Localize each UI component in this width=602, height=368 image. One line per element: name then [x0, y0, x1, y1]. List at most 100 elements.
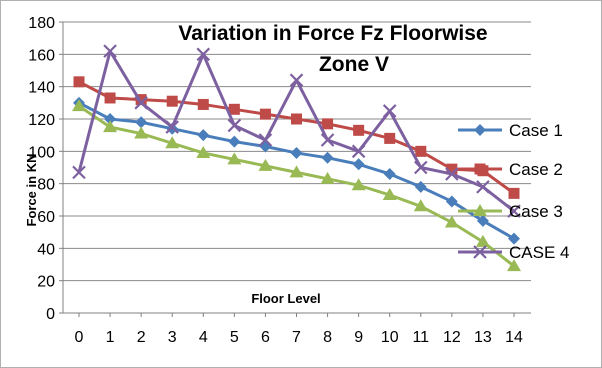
y-tick-label: 180 — [28, 15, 55, 32]
data-point — [289, 73, 304, 87]
data-point — [445, 195, 458, 208]
data-point — [445, 167, 459, 181]
data-point — [104, 113, 117, 125]
legend-item: Case 2 — [458, 160, 563, 179]
y-tick-label: 40 — [37, 241, 55, 258]
x-tick-label: 13 — [474, 329, 492, 346]
data-point — [446, 163, 458, 175]
data-point — [353, 124, 365, 136]
y-tick-label: 140 — [28, 80, 55, 97]
data-point — [134, 126, 149, 139]
data-point — [413, 199, 428, 212]
data-point — [382, 187, 397, 200]
data-point — [72, 165, 86, 180]
data-point — [134, 96, 148, 110]
data-point — [414, 180, 427, 193]
x-tick-label: 10 — [381, 329, 399, 346]
data-point — [507, 204, 521, 218]
data-point — [475, 234, 490, 247]
x-axis-title: Floor Level — [251, 291, 320, 306]
data-point — [476, 180, 490, 194]
x-tick-label: 8 — [323, 329, 332, 346]
legend-label: Case 2 — [509, 160, 563, 179]
data-point — [165, 120, 179, 134]
series-4 — [72, 44, 521, 218]
y-tick-label: 60 — [37, 209, 55, 226]
data-point — [197, 98, 209, 110]
data-point — [196, 145, 211, 158]
data-point — [382, 104, 397, 118]
x-tick-label: 1 — [106, 329, 115, 346]
series-2 — [73, 76, 520, 199]
data-point — [415, 145, 427, 157]
x-tick-label: 7 — [292, 329, 301, 346]
data-point — [352, 158, 365, 171]
data-point — [259, 108, 271, 120]
data-point — [508, 232, 520, 245]
x-tick-label: 14 — [505, 329, 523, 346]
data-point — [165, 136, 180, 149]
x-tick-label: 12 — [443, 329, 461, 346]
data-point — [72, 99, 86, 112]
data-point — [322, 118, 334, 130]
x-tick-label: 5 — [230, 329, 239, 346]
legend-item: CASE 4 — [458, 243, 569, 262]
legend-swatch-marker — [473, 245, 487, 259]
data-point — [135, 116, 148, 129]
x-tick-label: 9 — [354, 329, 363, 346]
data-point — [321, 151, 334, 164]
data-point — [228, 103, 240, 115]
data-point — [289, 165, 304, 178]
data-point — [444, 215, 459, 228]
legend-swatch-marker — [474, 163, 486, 175]
legend-swatch-marker — [474, 124, 486, 136]
data-point — [258, 158, 273, 171]
legend-label: CASE 4 — [509, 243, 569, 262]
data-point — [384, 132, 396, 144]
data-point — [228, 135, 241, 148]
legend-label: Case 3 — [509, 202, 563, 221]
x-tick-label: 4 — [199, 329, 208, 346]
x-tick-label: 0 — [75, 329, 84, 346]
data-point — [320, 133, 335, 147]
data-point — [258, 133, 273, 147]
data-point — [351, 144, 366, 159]
data-point — [104, 92, 116, 104]
x-tick-label: 11 — [412, 329, 429, 346]
chart-subtitle: Zone V — [319, 53, 389, 76]
y-tick-label: 100 — [28, 144, 55, 161]
y-tick-label: 20 — [37, 274, 55, 291]
series-3 — [72, 99, 521, 272]
legend-swatch-marker — [473, 204, 487, 216]
x-tick-label: 2 — [137, 329, 146, 346]
x-tick-label: 6 — [261, 329, 270, 346]
data-point — [383, 167, 396, 180]
y-tick-label: 160 — [28, 47, 55, 64]
data-point — [320, 171, 335, 184]
y-tick-label: 0 — [46, 306, 55, 323]
data-point — [291, 113, 302, 125]
data-point — [476, 214, 489, 227]
data-point — [508, 187, 520, 199]
data-point — [103, 120, 118, 133]
data-point — [290, 146, 303, 159]
legend-item: Case 1 — [458, 121, 563, 140]
data-point — [351, 178, 366, 191]
y-tick-label: 120 — [28, 112, 55, 129]
chart-title: Variation in Force Fz Floorwise — [178, 22, 487, 45]
y-tick-label: 80 — [37, 177, 55, 194]
data-point — [414, 160, 428, 175]
data-point — [197, 129, 210, 142]
data-point — [103, 44, 117, 58]
x-tick-label: 3 — [168, 329, 177, 346]
data-point — [135, 94, 147, 106]
data-point — [73, 76, 85, 88]
data-point — [196, 47, 211, 62]
legend-item: Case 3 — [458, 202, 563, 221]
data-point — [227, 152, 242, 165]
y-axis-title: Force in KN — [24, 154, 39, 227]
data-point — [227, 118, 242, 133]
data-point — [166, 95, 178, 107]
